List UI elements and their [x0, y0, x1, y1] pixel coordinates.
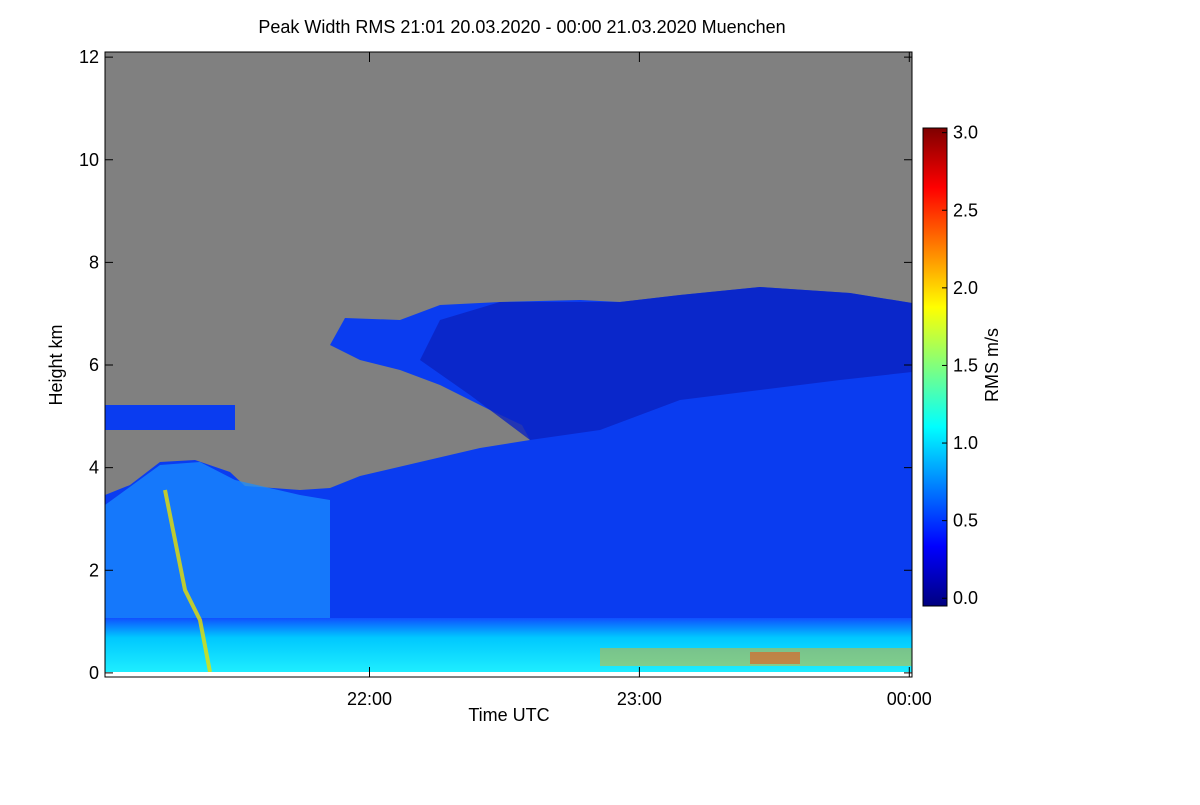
boundary-layer	[105, 618, 912, 674]
colorbar-tick-label: 3.0	[953, 123, 978, 143]
chart-title: Peak Width RMS 21:01 20.03.2020 - 00:00 …	[258, 17, 785, 37]
colorbar-tick-label: 0.5	[953, 511, 978, 531]
y-tick-label: 10	[79, 150, 99, 170]
y-tick-label: 2	[89, 560, 99, 580]
y-tick-label: 4	[89, 458, 99, 478]
y-axis-label: Height km	[46, 324, 66, 405]
colorbar	[922, 127, 948, 607]
field	[105, 52, 912, 677]
high-rms-patch	[750, 652, 800, 664]
y-tick-label: 12	[79, 47, 99, 67]
y-tick-label: 0	[89, 663, 99, 683]
cloud-layer	[105, 405, 235, 430]
x-tick-label: 22:00	[347, 689, 392, 709]
colorbar-tick-label: 0.0	[953, 588, 978, 608]
x-tick-label: 00:00	[887, 689, 932, 709]
y-tick-label: 8	[89, 252, 99, 272]
x-axis-label: Time UTC	[468, 705, 549, 725]
ground	[105, 672, 912, 677]
upper-dense	[420, 287, 912, 440]
colorbar-tick-label: 1.0	[953, 433, 978, 453]
plot-frame	[104, 51, 913, 678]
colorbar-tick-label: 2.5	[953, 200, 978, 220]
streak	[163, 489, 212, 673]
x-tick-label: 23:00	[617, 689, 662, 709]
colorbar-label: RMS m/s	[982, 328, 1002, 402]
colorbar-tick-label: 1.5	[953, 355, 978, 375]
y-tick-label: 6	[89, 355, 99, 375]
colorbar-tick-label: 2.0	[953, 278, 978, 298]
